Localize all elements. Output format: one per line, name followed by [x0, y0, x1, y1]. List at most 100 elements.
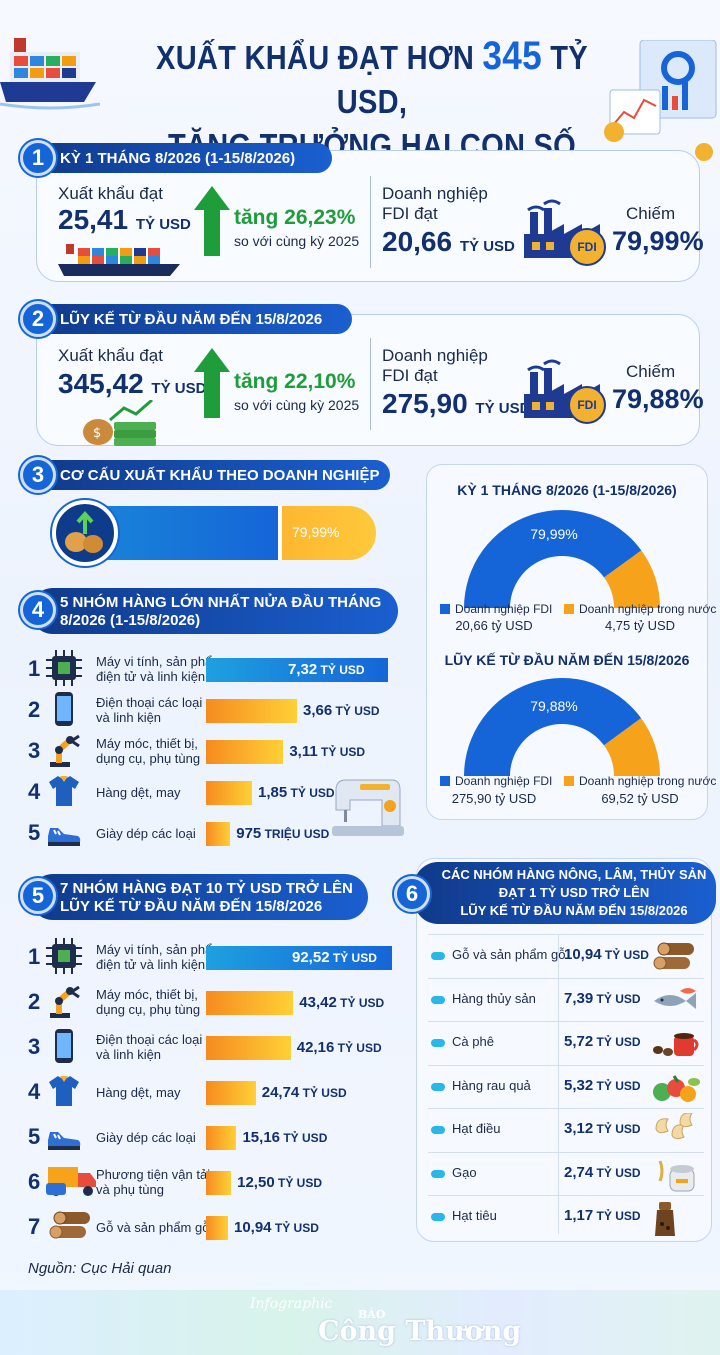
item-value: 15,16 TỶ USD: [242, 1129, 327, 1146]
donut2-pct-label: 79,88%: [530, 698, 578, 714]
item-bar: [206, 699, 297, 723]
table-row: Hạt tiêu 1,17 TỶ USD: [428, 1195, 704, 1239]
item-value-number: 3,66: [303, 702, 333, 719]
shoe-icon: [46, 1118, 82, 1159]
row-value-number: 2,74: [564, 1163, 594, 1181]
section6-title-line2: ĐẠT 1 TỶ USD TRỞ LÊN: [498, 885, 650, 900]
item-value: 24,74 TỶ USD: [262, 1084, 347, 1101]
item-name-line2: và phụ tùng: [96, 1182, 164, 1197]
item-value-number: 7,32: [288, 661, 318, 678]
row-value-unit: TỶ USD: [593, 1035, 641, 1049]
s1-fdi-number: 20,66: [382, 226, 453, 257]
item-value-unit: TỶ USD: [332, 704, 380, 718]
donut1-fdi-slice: [464, 510, 642, 608]
chip-icon: [46, 938, 82, 979]
s2-share-label: Chiếm: [626, 362, 676, 381]
item-rank: 5: [28, 1124, 41, 1149]
item-value: 42,16 TỶ USD: [297, 1039, 382, 1056]
row-value-number: 5,32: [564, 1076, 594, 1094]
s1-fdi-unit: TỶ USD: [459, 238, 515, 255]
section5-number-text: 5: [31, 883, 45, 908]
logs-icon: [46, 1208, 94, 1249]
section4-number-text: 4: [31, 597, 45, 622]
item-value-unit: TỶ USD: [271, 1221, 319, 1235]
row-name: Hàng rau quả: [452, 1077, 531, 1093]
item-value: 43,42 TỶ USD: [299, 994, 384, 1011]
item-bar: [206, 740, 284, 764]
row-value-number: 5,72: [564, 1033, 594, 1050]
money-growth-icon: [52, 500, 118, 566]
row-bullet: [431, 1213, 445, 1221]
s1-export-value: 25,41 TỶ USD: [58, 204, 191, 236]
phone-icon: [46, 1028, 82, 1069]
item-rank: 1: [28, 944, 41, 969]
section2-number-text: 2: [31, 306, 45, 331]
row-bullet: [431, 1039, 445, 1047]
item-bar: [206, 1081, 256, 1105]
item-bar: [206, 1036, 291, 1060]
table-row: Hàng rau quả 5,32 TỶ USD: [428, 1064, 704, 1109]
s1-growth-sub: so với cùng kỳ 2025: [234, 233, 360, 249]
item-name: Điện thoại các loại và linh kiện: [96, 695, 202, 725]
row-value-unit: TỶ USD: [593, 1165, 641, 1180]
donut1-dom-value: 4,75 tỷ USD: [604, 618, 676, 633]
item-name-line1: Máy vi tính, sản phẩm: [96, 942, 224, 957]
item-value-number: 1,85: [257, 784, 288, 801]
row-value: 3,12 TỶ USD: [564, 1120, 641, 1137]
item-value-number: 10,94: [233, 1219, 272, 1236]
item-bar: [206, 991, 294, 1015]
section1-title-text: KỲ 1 THÁNG 8/2026 (1-15/8/2026): [60, 149, 296, 167]
item-rank: 2: [28, 989, 41, 1014]
row-value-unit: TỶ USD: [601, 948, 649, 962]
dashboard-charts-icon: [600, 39, 720, 190]
s2-export-number: 345,42: [58, 368, 144, 399]
section6-title: CÁC NHÓM HÀNG NÔNG, LÂM, THỦY SẢN ĐẠT 1 T…: [414, 862, 716, 924]
donut2-legend-fdi: Doanh nghiệp FDI: [440, 774, 552, 788]
row-bullet: [431, 1082, 445, 1091]
s2-fdi-tag: FDI: [577, 398, 597, 412]
item-name-line2: điện tử và linh kiện: [96, 957, 206, 972]
item-value-unit: TỶ USD: [336, 996, 385, 1010]
section6-title-line1: CÁC NHÓM HÀNG NÔNG, LÂM, THỦY SẢN: [441, 867, 707, 882]
donut1-pct-label: 79,99%: [530, 526, 578, 542]
item-value-unit: TRIỆU USD: [261, 827, 330, 841]
page-title: XUẤT KHẨU ĐẠT HƠN 345 TỶ USD, TĂNG TRƯỞN…: [126, 34, 619, 168]
s2-divider: [370, 338, 371, 430]
s2-export-value: 345,42 TỶ USD: [58, 368, 206, 400]
s1-divider: [370, 176, 371, 268]
cashew-icon: [650, 1112, 698, 1150]
item-rank: 3: [28, 1034, 41, 1059]
item-name: Điện thoại các loại và linh kiện: [96, 1032, 202, 1062]
svg-text:$: $: [93, 426, 101, 441]
item-value: 7,32 TỶ USD: [288, 661, 365, 678]
row-value-unit: TỶ USD: [593, 1209, 641, 1223]
section3-number: 3: [20, 457, 56, 493]
row-name: Gỗ và sản phẩm gỗ: [452, 947, 566, 962]
donut2-title: LŨY KẾ TỪ ĐẦU NĂM ĐẾN 15/8/2026: [444, 652, 690, 668]
item-rank: 4: [28, 779, 41, 804]
item-value-number: 975: [236, 825, 262, 842]
row-value-number: 3,12: [564, 1120, 594, 1137]
item-name-line2: và linh kiện: [96, 710, 162, 725]
cargo-ship-icon: [0, 30, 101, 120]
item-name-line1: Hàng dệt, may: [96, 785, 181, 800]
row-name: Hạt tiêu: [452, 1208, 497, 1223]
section4-title-line1: 5 NHÓM HÀNG LỚN NHẤT NỬA ĐẦU THÁNG: [60, 594, 382, 611]
item-name-line1: Gỗ và sản phẩm gỗ: [96, 1220, 210, 1235]
growth-arrow-icon: [194, 186, 230, 256]
item-name: Giày dép các loại: [96, 1130, 196, 1145]
logs-icon: [650, 939, 698, 980]
donut2-legend-dom: Doanh nghiệp trong nước: [564, 774, 716, 788]
table-row: Cà phê 5,72 TỶ USD: [428, 1021, 704, 1065]
s1-fdi-tag: FDI: [577, 240, 597, 254]
item-bar: [206, 1126, 237, 1150]
donut1-chart: [464, 510, 660, 608]
legend-dom-text: Doanh nghiệp trong nước: [579, 774, 717, 788]
s2-fdi-label2: FDI đạt: [382, 366, 438, 385]
s1-share-value: 79,99%: [612, 226, 704, 256]
row-value: 5,32 TỶ USD: [564, 1077, 641, 1094]
coffee-icon: [650, 1026, 702, 1065]
item-name: Máy móc, thiết bị, dụng cụ, phụ tùng: [96, 987, 200, 1017]
item-rank: 5: [28, 820, 41, 845]
item-bar: [206, 1171, 232, 1195]
